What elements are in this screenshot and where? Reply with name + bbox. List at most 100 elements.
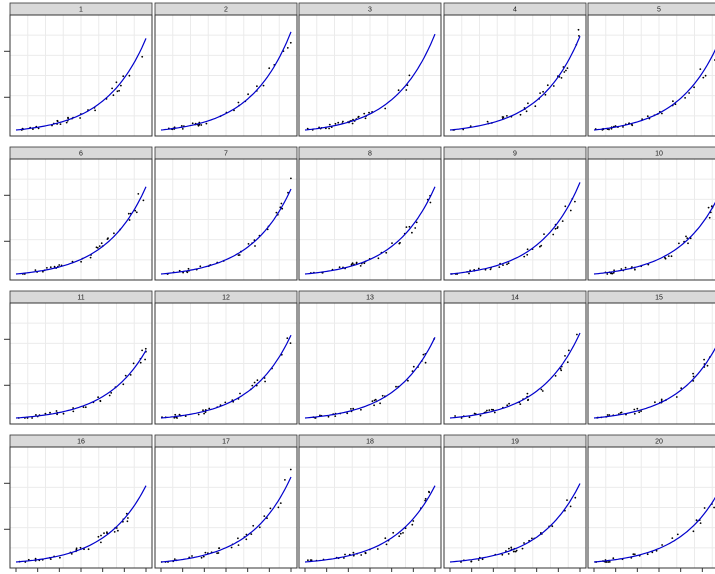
data-point <box>368 111 370 114</box>
data-point <box>256 85 258 88</box>
data-point <box>540 244 543 247</box>
facet-label: 9 <box>513 151 517 158</box>
data-point <box>376 548 379 550</box>
data-point <box>508 547 510 550</box>
data-point <box>415 221 418 224</box>
panel-border <box>587 14 715 137</box>
data-point <box>359 265 362 267</box>
data-point <box>405 226 408 229</box>
data-point <box>269 507 272 510</box>
data-point <box>286 337 289 340</box>
data-point <box>284 479 286 481</box>
data-point <box>100 242 103 245</box>
data-point <box>646 115 649 118</box>
data-point <box>408 225 411 228</box>
data-point <box>405 89 408 91</box>
facet-label: 12 <box>222 295 230 302</box>
data-point <box>381 394 384 397</box>
data-point <box>134 209 137 212</box>
data-point <box>685 235 687 238</box>
data-point <box>633 412 636 415</box>
data-point <box>218 547 221 549</box>
facet-label: 18 <box>366 439 374 446</box>
data-point <box>110 392 113 394</box>
data-point <box>200 556 203 559</box>
panel-border <box>9 302 153 425</box>
data-point <box>67 117 69 120</box>
data-point <box>676 533 679 536</box>
data-point <box>468 416 471 419</box>
facet-label: 17 <box>222 439 230 446</box>
data-point <box>204 551 207 554</box>
data-point <box>470 560 473 563</box>
data-point <box>127 517 129 519</box>
data-point <box>182 271 185 274</box>
data-point <box>289 468 292 471</box>
data-point <box>514 550 517 553</box>
data-point <box>567 349 570 352</box>
fit-curve <box>593 201 715 275</box>
data-point <box>264 380 266 383</box>
data-point <box>377 257 380 260</box>
data-point <box>363 262 366 265</box>
data-point <box>135 211 138 214</box>
data-point <box>286 47 289 49</box>
data-point <box>309 559 312 561</box>
data-point <box>49 266 52 269</box>
data-point <box>350 408 352 410</box>
data-point <box>49 411 51 414</box>
data-point <box>141 55 144 58</box>
data-point <box>117 529 119 532</box>
data-point <box>357 116 360 118</box>
data-point <box>488 409 491 411</box>
data-point <box>224 401 227 404</box>
data-point <box>31 417 33 419</box>
data-point <box>174 413 177 416</box>
data-point <box>108 394 111 397</box>
panel-border <box>154 14 298 137</box>
data-point <box>178 413 181 416</box>
data-point <box>142 199 145 202</box>
data-point <box>62 412 65 415</box>
data-point <box>655 549 658 552</box>
data-point <box>620 268 623 270</box>
data-point <box>510 546 513 549</box>
data-point <box>634 268 636 271</box>
facet-label: 8 <box>368 151 372 158</box>
data-point <box>564 205 567 208</box>
facet-panel-8: 8 <box>298 146 442 281</box>
facet-panel-6: 6 <box>4 146 153 281</box>
fit-curve <box>449 483 581 563</box>
data-point <box>279 502 282 504</box>
data-point <box>574 496 577 499</box>
data-point <box>352 551 355 554</box>
data-point <box>608 414 611 416</box>
data-point <box>706 364 709 367</box>
data-point <box>684 97 686 99</box>
facet-panel-20: 20 <box>587 434 715 572</box>
data-point <box>424 499 426 502</box>
data-point <box>94 109 96 112</box>
data-point <box>622 126 624 128</box>
fit-curve <box>160 476 292 563</box>
data-point <box>556 226 559 228</box>
data-point <box>79 117 81 119</box>
data-point <box>632 553 635 556</box>
data-point <box>254 245 256 247</box>
data-point <box>498 266 501 268</box>
fit-curve <box>304 485 436 563</box>
data-point <box>59 123 62 125</box>
data-point <box>469 269 471 272</box>
data-point <box>343 557 345 559</box>
panel-border <box>154 158 298 281</box>
data-point <box>477 267 480 270</box>
data-point <box>577 28 580 31</box>
data-point <box>481 558 484 561</box>
data-point <box>334 415 337 417</box>
data-point <box>566 361 569 364</box>
fit-curve <box>304 33 436 131</box>
data-point <box>526 248 529 251</box>
data-point <box>693 86 695 89</box>
facet-label: 16 <box>77 439 85 446</box>
facet-strip <box>587 434 715 448</box>
